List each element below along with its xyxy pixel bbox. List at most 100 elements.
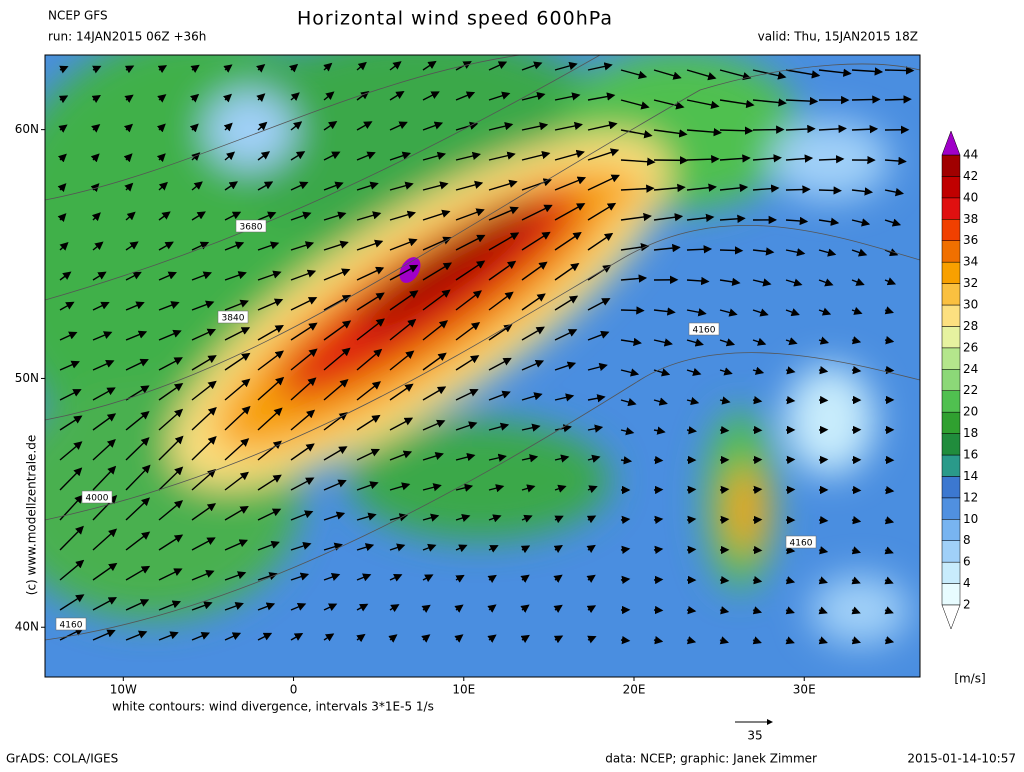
colorbar-label: 44	[963, 148, 978, 162]
model: NCEP GFS	[48, 9, 108, 23]
wind-arrow	[654, 460, 662, 461]
wind-arrow	[621, 640, 629, 641]
wind-arrow	[720, 430, 728, 431]
colorbar-label: 14	[963, 469, 978, 483]
wind-arrow	[621, 310, 643, 311]
lon-label: 30E	[793, 683, 816, 697]
colorbar-label: 36	[963, 233, 978, 247]
colorbar-label: 28	[963, 319, 978, 333]
colorbar-swatch	[942, 284, 960, 305]
colorbar-swatch	[942, 155, 960, 176]
software: GrADS: COLA/IGES	[6, 752, 118, 766]
lon-label: 10E	[452, 683, 475, 697]
colorbar-label: 20	[963, 405, 978, 419]
colorbar-label: 38	[963, 212, 978, 226]
colorbar-label: 34	[963, 255, 978, 269]
wind-arrow	[819, 190, 841, 191]
wind-arrow	[852, 370, 860, 371]
wind-arrow	[687, 489, 695, 490]
run: run: 14JAN2015 06Z +36h	[48, 30, 206, 44]
wind-arrow	[720, 580, 728, 581]
colorbar-label: 18	[963, 426, 978, 440]
colorbar-over	[942, 131, 960, 155]
colorbar-swatch	[942, 562, 960, 583]
colorbar-label: 2	[963, 598, 971, 612]
credit: data: NCEP; graphic: Janek Zimmer	[605, 752, 817, 766]
lat-label: 40N	[15, 620, 39, 634]
colorbar-swatch	[942, 434, 960, 455]
copyright: (c) www.modellzentrale.de	[25, 435, 39, 595]
wind-arrow	[621, 519, 629, 520]
colorbar-swatch	[942, 498, 960, 519]
wind-arrow	[786, 400, 794, 401]
reference-value: 35	[747, 729, 762, 743]
lon-label: 0	[290, 683, 298, 697]
lon-label: 20E	[623, 683, 646, 697]
colorbar-label: 32	[963, 276, 978, 290]
contour-label: 4000	[86, 494, 109, 504]
contour-label: 4160	[790, 539, 813, 549]
wind-arrow	[720, 519, 728, 520]
wind-arrow	[852, 99, 879, 100]
colorbar-label: 8	[963, 533, 971, 547]
wind-arrow	[687, 519, 695, 520]
wind-arrow	[621, 579, 629, 580]
timestamp: 2015-01-14-10:57	[907, 752, 1016, 766]
colorbar-label: 4	[963, 576, 971, 590]
wind-arrow	[753, 129, 783, 130]
lat-label: 60N	[15, 122, 39, 136]
colorbar-swatch	[942, 305, 960, 326]
colorbar-swatch	[942, 519, 960, 540]
wind-arrow	[720, 130, 752, 131]
wind-arrow	[654, 519, 662, 520]
colorbar-swatch	[942, 391, 960, 412]
colorbar-label: 26	[963, 340, 978, 354]
contour-label: 3840	[222, 314, 245, 324]
wind-arrow	[885, 370, 893, 371]
wind-arrow	[720, 250, 742, 251]
wind-arrow	[753, 489, 761, 490]
colorbar-swatch	[942, 455, 960, 476]
colorbar-label: 24	[963, 362, 978, 376]
wind-arrow	[885, 70, 913, 71]
colorbar-swatch	[942, 176, 960, 197]
colorbar-swatch	[942, 219, 960, 240]
title: Horizontal wind speed 600hPa	[297, 8, 613, 30]
colorbar-swatch	[942, 412, 960, 433]
colorbar-swatch	[942, 369, 960, 390]
colorbar-swatch	[942, 476, 960, 497]
colorbar-label: 12	[963, 490, 978, 504]
contour-label: 4160	[693, 326, 716, 336]
colorbar-label: 30	[963, 298, 978, 312]
colorbar-label: 40	[963, 190, 978, 204]
valid: valid: Thu, 15JAN2015 18Z	[758, 30, 918, 44]
wind-arrow	[885, 99, 910, 100]
colorbar-label: 42	[963, 169, 978, 183]
colorbar-label: 6	[963, 555, 971, 569]
map-field	[0, 30, 920, 677]
colorbar-swatch	[942, 241, 960, 262]
colorbar-swatch	[942, 198, 960, 219]
colorbar-swatch	[942, 348, 960, 369]
wind-arrow	[786, 189, 809, 190]
lon-label: 10W	[110, 683, 137, 697]
wind-arrow	[786, 459, 794, 460]
colorbar-label: 22	[963, 383, 978, 397]
wind-arrow	[687, 549, 695, 550]
lat-label: 50N	[15, 371, 39, 385]
colorbar-label: 10	[963, 512, 978, 526]
colorbar-label: 16	[963, 448, 978, 462]
contour-label: 4160	[60, 621, 83, 631]
divergence-note: white contours: wind divergence, interva…	[112, 700, 434, 714]
colorbar-swatch	[942, 262, 960, 283]
wind-arrow	[720, 489, 728, 490]
colorbar-swatch	[942, 326, 960, 347]
colorbar-under	[942, 605, 960, 629]
colorbar-unit: [m/s]	[954, 672, 985, 686]
colorbar-swatch	[942, 541, 960, 562]
colorbar-swatch	[942, 584, 960, 605]
contour-label: 3680	[240, 223, 263, 233]
wind-arrow	[819, 520, 827, 521]
